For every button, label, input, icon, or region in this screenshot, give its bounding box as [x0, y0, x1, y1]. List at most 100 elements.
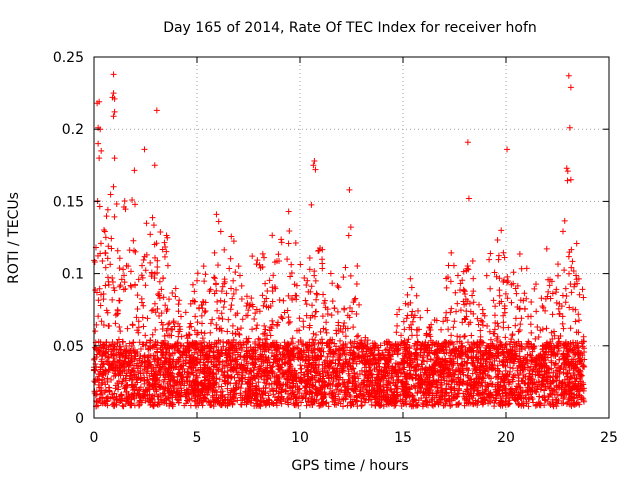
data-point — [151, 300, 158, 307]
data-point — [479, 322, 486, 329]
data-point — [480, 339, 487, 346]
data-point — [496, 287, 503, 294]
data-point — [200, 263, 207, 270]
data-point — [384, 387, 391, 394]
data-point — [347, 224, 354, 231]
data-point — [285, 401, 292, 408]
data-point — [266, 277, 273, 284]
data-point — [206, 348, 213, 355]
data-point — [228, 302, 235, 309]
data-point — [490, 297, 497, 304]
data-point — [402, 300, 409, 307]
data-point — [121, 272, 128, 279]
data-point — [514, 367, 521, 374]
data-point — [286, 318, 293, 325]
data-point — [172, 293, 179, 300]
data-point — [230, 238, 237, 245]
data-point — [324, 353, 331, 360]
data-point — [483, 272, 490, 279]
data-point — [96, 285, 103, 292]
data-point — [567, 281, 574, 288]
data-point — [514, 304, 521, 311]
data-point — [255, 335, 262, 342]
data-point — [149, 214, 156, 221]
data-point — [342, 264, 349, 271]
data-point — [201, 309, 208, 316]
data-point — [574, 394, 581, 401]
data-point — [104, 375, 111, 382]
data-point — [543, 325, 550, 332]
data-point — [248, 399, 255, 406]
data-point — [152, 254, 159, 261]
data-point — [489, 381, 496, 388]
data-point — [335, 391, 342, 398]
data-point — [262, 385, 269, 392]
data-point — [158, 310, 165, 317]
data-point — [187, 320, 194, 327]
data-point — [261, 379, 268, 386]
data-point — [227, 255, 234, 262]
data-point — [562, 285, 569, 292]
data-point — [269, 298, 276, 305]
data-point — [502, 354, 509, 361]
data-point — [169, 370, 176, 377]
data-point — [443, 380, 450, 387]
data-point — [261, 298, 268, 305]
data-point — [450, 324, 457, 331]
data-point — [112, 320, 119, 327]
data-point — [470, 288, 477, 295]
data-point — [319, 260, 326, 267]
data-point — [504, 295, 511, 302]
data-point — [154, 305, 161, 312]
data-point — [140, 323, 147, 330]
data-point — [298, 392, 305, 399]
data-point — [452, 353, 459, 360]
data-point — [335, 284, 342, 291]
data-point — [291, 281, 298, 288]
data-point — [517, 384, 524, 391]
data-point — [124, 325, 131, 332]
data-point — [257, 264, 264, 271]
data-point — [424, 307, 431, 314]
data-point — [223, 290, 230, 297]
data-point — [262, 326, 269, 333]
data-point — [156, 295, 163, 302]
data-point — [493, 273, 500, 280]
data-point — [515, 400, 522, 407]
data-point — [501, 254, 508, 261]
data-point — [126, 247, 133, 254]
data-point — [253, 306, 260, 313]
data-point — [238, 295, 245, 302]
data-point — [564, 177, 571, 184]
data-point — [479, 318, 486, 325]
data-point — [183, 332, 190, 339]
data-point — [143, 339, 150, 346]
data-point — [500, 278, 507, 285]
data-point — [98, 318, 105, 325]
data-point — [556, 338, 563, 345]
data-point — [166, 320, 173, 327]
data-point — [345, 376, 352, 383]
data-point — [392, 364, 399, 371]
data-point — [221, 246, 228, 253]
data-point — [335, 322, 342, 329]
data-point — [116, 265, 123, 272]
data-point — [417, 314, 424, 321]
data-point — [399, 365, 406, 372]
data-point — [464, 339, 471, 346]
data-point — [221, 276, 228, 283]
data-point — [244, 312, 251, 319]
data-point — [131, 167, 138, 174]
data-point — [460, 371, 467, 378]
data-point — [565, 253, 572, 260]
data-point — [453, 308, 460, 315]
data-point — [352, 295, 359, 302]
data-point — [515, 328, 522, 335]
data-point — [181, 368, 188, 375]
data-point — [475, 321, 482, 328]
data-point — [97, 291, 104, 298]
data-point — [201, 394, 208, 401]
data-point — [120, 204, 127, 211]
data-point — [487, 285, 494, 292]
